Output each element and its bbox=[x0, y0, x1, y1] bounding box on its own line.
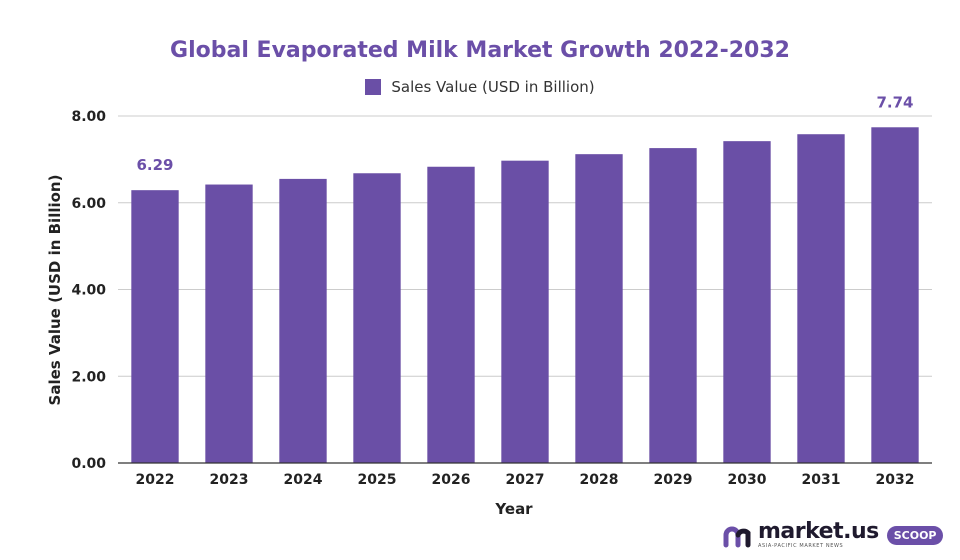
bar-2027 bbox=[501, 160, 549, 463]
y-tick-label: 2.00 bbox=[71, 369, 106, 385]
bar-2029 bbox=[649, 148, 697, 463]
chart-title: Global Evaporated Milk Market Growth 202… bbox=[170, 38, 790, 63]
x-tick-label: 2030 bbox=[728, 472, 767, 488]
x-tick-label: 2027 bbox=[506, 472, 545, 488]
x-tick-label: 2029 bbox=[654, 472, 693, 488]
bar-2025 bbox=[353, 173, 401, 463]
bar-2031 bbox=[797, 134, 845, 463]
y-tick-label: 4.00 bbox=[71, 283, 106, 299]
data-label-2022: 6.29 bbox=[136, 156, 173, 174]
legend-swatch bbox=[365, 79, 382, 95]
bar-2030 bbox=[723, 141, 771, 463]
logo-name: market.us bbox=[758, 519, 879, 544]
legend: Sales Value (USD in Billion) bbox=[0, 78, 960, 96]
data-label-2032: 7.74 bbox=[876, 93, 913, 111]
bar-2023 bbox=[205, 184, 253, 463]
bar-2028 bbox=[575, 154, 623, 464]
bar-2022 bbox=[131, 190, 179, 463]
x-axis-title: Year bbox=[494, 500, 533, 518]
y-axis-title: Sales Value (USD in Billion) bbox=[46, 175, 64, 406]
legend-label: Sales Value (USD in Billion) bbox=[391, 78, 595, 96]
x-tick-label: 2031 bbox=[802, 472, 841, 488]
y-tick-label: 8.00 bbox=[71, 109, 106, 125]
bar-2032 bbox=[871, 127, 919, 463]
x-tick-label: 2028 bbox=[580, 472, 619, 488]
x-tick-label: 2023 bbox=[210, 472, 249, 488]
x-tick-label: 2025 bbox=[358, 472, 397, 488]
labels: 0.00 2.00 4.00 6.00 8.00 2022 6.29 2023 2024 2025… bbox=[71, 93, 914, 488]
bar-2026 bbox=[427, 166, 475, 463]
y-tick-label: 6.00 bbox=[71, 196, 106, 212]
x-tick-label: 2026 bbox=[432, 472, 471, 488]
x-tick-label: 2022 bbox=[136, 472, 175, 488]
bars bbox=[131, 127, 919, 464]
x-tick-label: 2032 bbox=[876, 472, 915, 488]
bar-2024 bbox=[279, 178, 327, 464]
y-tick-label: 0.00 bbox=[71, 456, 106, 472]
market-us-logo: market.us ASIA-PACIFIC MARKET NEWS SCOOP bbox=[722, 518, 944, 552]
logo-tagline: ASIA-PACIFIC MARKET NEWS bbox=[758, 543, 844, 549]
x-tick-label: 2024 bbox=[284, 472, 323, 488]
logo-scoop-badge: SCOOP bbox=[886, 525, 944, 545]
market-us-logo-mark-icon bbox=[723, 526, 751, 548]
